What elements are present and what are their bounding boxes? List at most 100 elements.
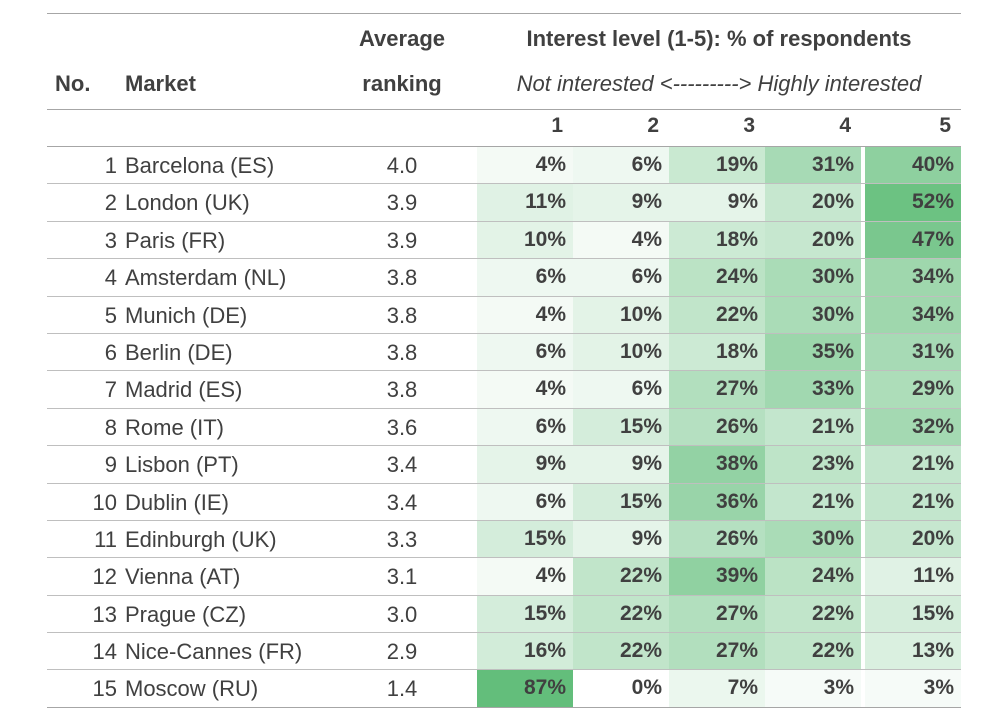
interest-level-4-cell: 20% — [765, 184, 861, 221]
interest-scale-caption: Not interested <---------> Highly intere… — [516, 71, 922, 96]
table-row: 6 Berlin (DE) 3.8 6% 10% 18% 35% 31% — [47, 333, 961, 372]
interest-level-4-cell: 30% — [765, 296, 861, 333]
interest-level-2-cell: 9% — [573, 446, 669, 483]
table-row: 11 Edinburgh (UK) 3.3 15% 9% 26% 30% 20% — [47, 520, 961, 559]
interest-level-5-cell: 47% — [865, 221, 961, 259]
table-row: 9 Lisbon (PT) 3.4 9% 9% 38% 23% 21% — [47, 446, 961, 484]
interest-level-2-cell: 10% — [573, 333, 669, 371]
table-row: 10 Dublin (IE) 3.4 6% 15% 36% 21% 21% — [47, 483, 961, 521]
interest-level-5-cell: 31% — [865, 333, 961, 371]
rank-number: 13 — [92, 601, 117, 627]
interest-level-4-cell: 20% — [765, 221, 861, 259]
market-interest-table: No. Market Average ranking Interest leve… — [47, 13, 961, 708]
average-ranking: 3.8 — [386, 302, 418, 328]
market-name: Rome (IT) — [125, 414, 224, 440]
table-row: 2 London (UK) 3.9 11% 9% 9% 20% 52% — [47, 184, 961, 222]
average-ranking: 3.8 — [386, 265, 418, 291]
interest-level-3-cell: 27% — [669, 371, 765, 408]
table-body: 1 Barcelona (ES) 4.0 4% 6% 19% 31% 40% 2 London (… — [47, 147, 961, 708]
rank-number: 2 — [104, 190, 117, 216]
average-ranking: 3.9 — [386, 190, 418, 216]
interest-level-4-cell: 31% — [765, 147, 861, 184]
table-row: 15 Moscow (RU) 1.4 87% 0% 7% 3% 3% — [47, 670, 961, 708]
market-name: Lisbon (PT) — [125, 452, 239, 478]
interest-level-5-cell: 40% — [865, 147, 961, 184]
average-ranking: 4.0 — [386, 153, 418, 178]
interest-level-5-cell: 32% — [865, 408, 961, 446]
interest-level-4-cell: 24% — [765, 558, 861, 595]
interest-level-5-cell: 3% — [865, 670, 961, 707]
column-header-interest-level: Interest level (1-5): % of respondents — [526, 26, 912, 51]
market-name: Munich (DE) — [125, 302, 248, 328]
market-name: Berlin (DE) — [125, 339, 233, 365]
rank-number: 15 — [92, 676, 117, 702]
interest-level-5-cell: 20% — [865, 520, 961, 558]
table-row: 3 Paris (FR) 3.9 10% 4% 18% 20% 47% — [47, 221, 961, 260]
table-row: 12 Vienna (AT) 3.1 4% 22% 39% 24% 11% — [47, 558, 961, 596]
interest-level-3-cell: 27% — [669, 633, 765, 670]
interest-level-2-cell: 22% — [573, 558, 669, 595]
level-header-5: 5 — [939, 114, 951, 137]
market-name: Moscow (RU) — [125, 676, 259, 702]
rank-number: 14 — [92, 639, 117, 665]
interest-level-1-cell: 4% — [477, 147, 573, 184]
rank-number: 9 — [104, 452, 117, 478]
rank-number: 7 — [104, 377, 117, 403]
interest-level-4-cell: 33% — [765, 371, 861, 408]
interest-level-2-cell: 15% — [573, 483, 669, 520]
interest-level-4-cell: 23% — [765, 446, 861, 483]
interest-level-5-cell: 13% — [865, 633, 961, 670]
interest-level-4-cell: 21% — [765, 408, 861, 446]
interest-level-2-cell: 9% — [573, 520, 669, 558]
interest-level-3-cell: 38% — [669, 446, 765, 483]
interest-level-5-cell: 52% — [865, 184, 961, 221]
market-name: Edinburgh (UK) — [125, 526, 277, 552]
rank-number: 8 — [104, 414, 117, 440]
interest-level-4-cell: 22% — [765, 633, 861, 670]
table-row: 13 Prague (CZ) 3.0 15% 22% 27% 22% 15% — [47, 595, 961, 634]
interest-level-3-cell: 24% — [669, 259, 765, 296]
interest-level-2-cell: 22% — [573, 633, 669, 670]
interest-level-5-cell: 15% — [865, 595, 961, 633]
interest-level-1-cell: 11% — [477, 184, 573, 221]
rank-number: 5 — [104, 302, 117, 328]
interest-level-3-cell: 26% — [669, 520, 765, 558]
interest-level-2-cell: 6% — [573, 147, 669, 184]
average-ranking: 3.4 — [386, 452, 418, 478]
rank-number: 4 — [104, 265, 117, 291]
interest-level-2-cell: 15% — [573, 408, 669, 446]
market-name: London (UK) — [125, 190, 250, 216]
interest-level-3-cell: 22% — [669, 296, 765, 333]
interest-level-4-cell: 30% — [765, 259, 861, 296]
market-name: Vienna (AT) — [125, 564, 241, 590]
table-row: 5 Munich (DE) 3.8 4% 10% 22% 30% 34% — [47, 296, 961, 334]
interest-level-5-cell: 11% — [865, 558, 961, 595]
market-name: Nice-Cannes (FR) — [125, 639, 303, 665]
interest-level-3-cell: 18% — [669, 221, 765, 259]
column-header-market: Market — [125, 71, 196, 96]
interest-level-3-cell: 39% — [669, 558, 765, 595]
interest-level-header-row: 1 2 3 4 5 — [47, 109, 961, 147]
market-name: Dublin (IE) — [125, 489, 229, 515]
interest-level-2-cell: 6% — [573, 259, 669, 296]
interest-level-5-cell: 21% — [865, 483, 961, 520]
interest-level-5-cell: 29% — [865, 371, 961, 408]
interest-level-3-cell: 27% — [669, 595, 765, 633]
column-header-average-line1: Average — [358, 26, 445, 51]
interest-level-4-cell: 22% — [765, 595, 861, 633]
rank-number: 12 — [92, 564, 117, 590]
interest-level-1-cell: 6% — [477, 259, 573, 296]
interest-level-4-cell: 21% — [765, 483, 861, 520]
interest-level-2-cell: 22% — [573, 595, 669, 633]
level-header-4: 4 — [839, 114, 851, 137]
average-ranking: 3.1 — [386, 564, 418, 590]
interest-level-1-cell: 4% — [477, 371, 573, 408]
interest-level-1-cell: 87% — [477, 670, 573, 707]
table-header: No. Market Average ranking Interest leve… — [47, 13, 961, 109]
market-name: Madrid (ES) — [125, 377, 243, 403]
interest-level-4-cell: 3% — [765, 670, 861, 707]
level-header-2: 2 — [647, 114, 659, 137]
average-ranking: 3.4 — [386, 489, 418, 515]
interest-level-4-cell: 30% — [765, 520, 861, 558]
rank-number: 6 — [104, 339, 117, 365]
